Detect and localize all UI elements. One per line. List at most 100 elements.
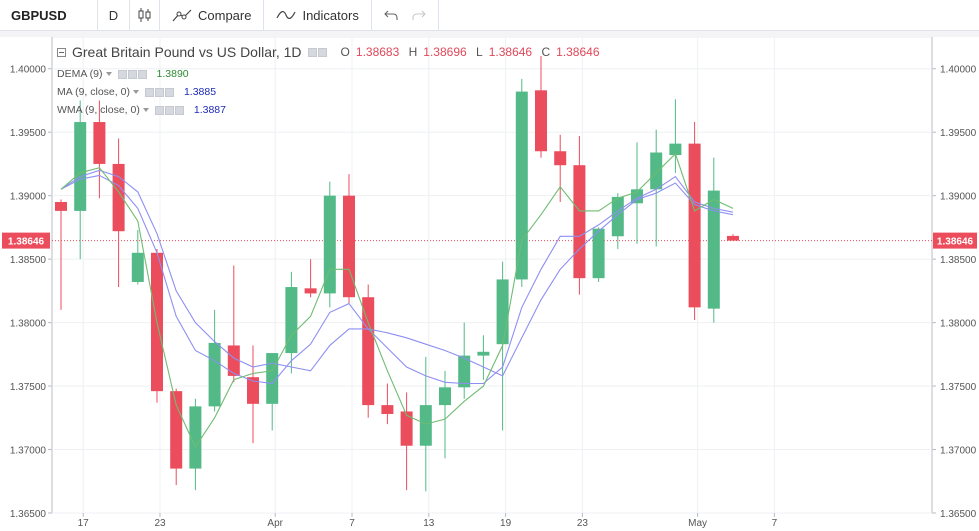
ma-controls-icon[interactable] (144, 87, 174, 97)
top-toolbar: GBPUSD D Compare Ind (0, 0, 979, 31)
y-tick-label-left: 1.39000 (10, 192, 47, 203)
candle-body (55, 202, 67, 211)
compare-button[interactable]: Compare (160, 0, 265, 30)
dema-value: 1.3890 (156, 68, 189, 80)
candle-body (419, 405, 432, 446)
ma-menu-icon[interactable] (132, 90, 139, 94)
candle-body (189, 406, 202, 469)
candle-body (247, 377, 259, 404)
low-label: L (476, 45, 483, 59)
candle-body (439, 387, 451, 406)
wma-value: 1.3887 (193, 104, 226, 116)
collapse-legend-icon[interactable] (57, 47, 66, 57)
candle-body (611, 196, 624, 237)
x-tick-label: 23 (154, 518, 166, 529)
y-tick-label-left: 1.39500 (10, 128, 47, 139)
undo-icon[interactable] (384, 9, 398, 21)
candle-body (400, 411, 413, 446)
last-price-label-left: 1.38646 (8, 237, 45, 248)
x-tick-label: 7 (349, 518, 355, 529)
indicators-button[interactable]: Indicators (264, 0, 372, 30)
dema-label: DEMA (9) (57, 68, 103, 80)
compare-icon (172, 7, 192, 23)
candle-body (227, 345, 240, 376)
candle-body (669, 143, 682, 156)
y-tick-label-right: 1.37500 (940, 382, 977, 393)
x-tick-label: 23 (577, 518, 589, 529)
x-tick-label: 7 (772, 518, 778, 529)
ohlc-values: O 1.38683 H 1.38696 L 1.38646 C 1.38646 (341, 45, 606, 59)
chart-style-button[interactable] (130, 0, 160, 30)
y-tick-label-right: 1.39500 (940, 128, 977, 139)
candle-body (285, 287, 298, 354)
y-tick-label-right: 1.40000 (940, 65, 977, 76)
y-tick-label-right: 1.38500 (940, 255, 977, 266)
candle-body (554, 151, 567, 166)
high-value: 1.38696 (423, 45, 467, 59)
dema-controls-icon[interactable] (117, 69, 147, 79)
wma-label: WMA (9, close, 0) (57, 104, 140, 116)
x-tick-label: Apr (267, 518, 283, 529)
y-tick-label-right: 1.37000 (940, 446, 977, 457)
ma-value: 1.3885 (183, 86, 217, 98)
indicators-label: Indicators (302, 7, 359, 23)
y-tick-label-left: 1.36500 (10, 509, 47, 520)
symbol-search[interactable]: GBPUSD (0, 0, 98, 30)
toolbar-gap (0, 31, 979, 37)
candle-body (592, 228, 605, 279)
y-tick-label-left: 1.37500 (10, 382, 47, 393)
candle-body (535, 90, 547, 152)
candle-body (304, 288, 317, 294)
candles-icon (138, 7, 152, 23)
price-chart[interactable]: 1.40000 1.40000 1.39500 1.39500 1.39000 1.390… (0, 37, 979, 531)
interval-label: D (108, 7, 119, 23)
wma-menu-icon[interactable] (142, 108, 149, 112)
open-label: O (340, 45, 350, 59)
dema-menu-icon[interactable] (105, 72, 112, 76)
candle-body (74, 122, 87, 211)
legend-ma: MA (9, close, 0) 1.3885 (57, 86, 216, 98)
redo-icon[interactable] (412, 9, 426, 21)
last-price-label-right: 1.38646 (937, 237, 974, 248)
last-price-badge-left (2, 232, 50, 249)
ma-line (60, 169, 734, 377)
y-tick-label-left: 1.38000 (10, 319, 47, 330)
wma-controls-icon[interactable] (154, 105, 184, 115)
ma-label: MA (9, close, 0) (57, 86, 130, 98)
x-tick-label: 19 (500, 518, 512, 529)
candle-body (362, 297, 375, 406)
candle-body (650, 152, 663, 190)
y-tick-label-right: 1.36500 (940, 509, 977, 520)
main-series-legend: Great Britain Pound vs US Dollar, 1D O 1.… (57, 44, 606, 60)
series-settings-icons[interactable] (307, 47, 327, 57)
interval-button[interactable]: D (98, 0, 130, 30)
x-tick-label: 13 (423, 518, 435, 529)
candle-body (208, 342, 221, 407)
candle-body (496, 279, 509, 345)
wma-line (60, 174, 734, 385)
candle-body (573, 165, 586, 279)
undo-redo-group (372, 0, 439, 30)
candle-body (93, 122, 106, 164)
y-tick-label-right: 1.38000 (940, 319, 977, 330)
compare-label: Compare (198, 7, 252, 23)
candle-body (131, 252, 144, 282)
high-label: H (408, 45, 418, 59)
x-tick-label: May (688, 518, 707, 529)
candle-body (343, 195, 355, 298)
y-tick-label-left: 1.37000 (10, 446, 47, 457)
symbol-label: GBPUSD (11, 7, 67, 23)
candle-body (112, 163, 125, 232)
legend-dema: DEMA (9) 1.3890 (57, 68, 189, 80)
last-price-badge-right (933, 232, 977, 249)
low-value: 1.38646 (488, 45, 533, 59)
candle-body (381, 405, 394, 414)
legend-wma: WMA (9, close, 0) 1.3887 (57, 104, 226, 116)
candle-body (707, 190, 720, 309)
candle-body (458, 355, 471, 388)
close-value: 1.38646 (556, 45, 600, 59)
y-tick-label-left: 1.38500 (10, 255, 47, 266)
chart-title: Great Britain Pound vs US Dollar, 1D (72, 44, 302, 60)
candle-body (515, 91, 528, 280)
y-tick-label-right: 1.39000 (940, 192, 977, 203)
